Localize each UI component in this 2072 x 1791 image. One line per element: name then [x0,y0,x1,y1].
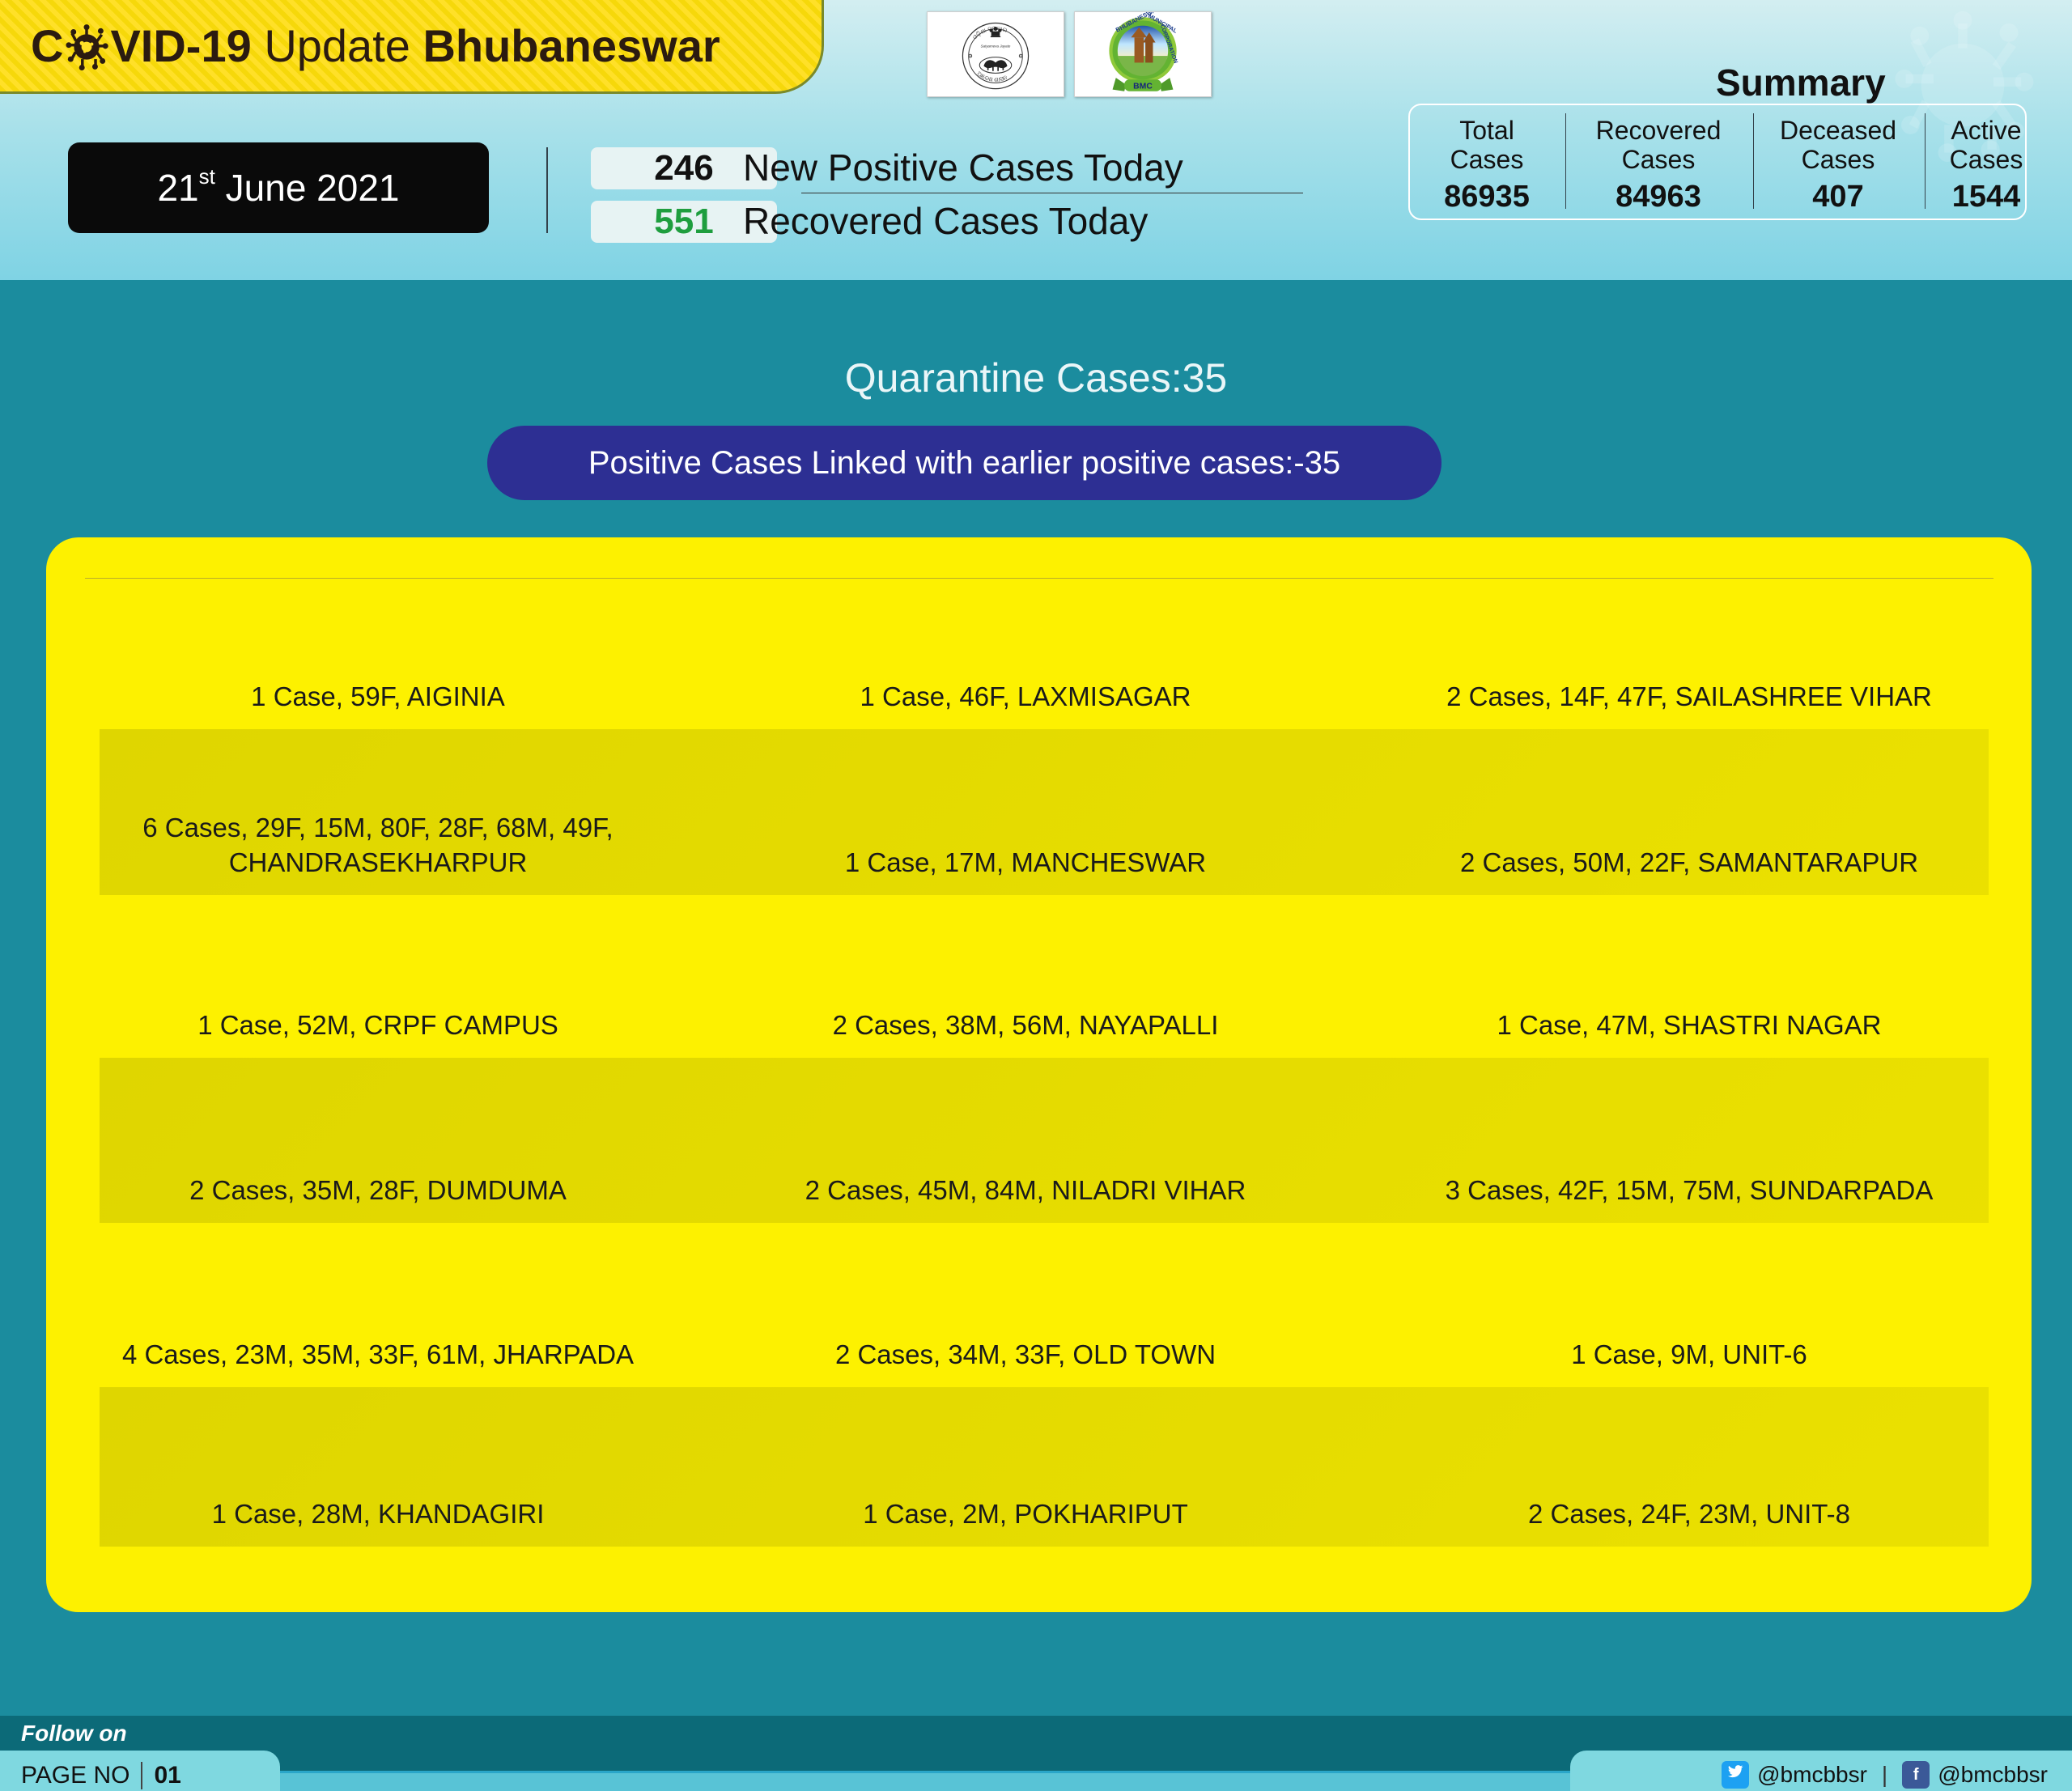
svg-text:ଓଡ଼ିଶା ସରକାର: ଓଡ଼ିଶା ସରକାର [971,24,1008,40]
svg-text:Satyameva Jayate: Satyameva Jayate [981,45,1011,49]
svg-text:BMC: BMC [1133,83,1153,91]
